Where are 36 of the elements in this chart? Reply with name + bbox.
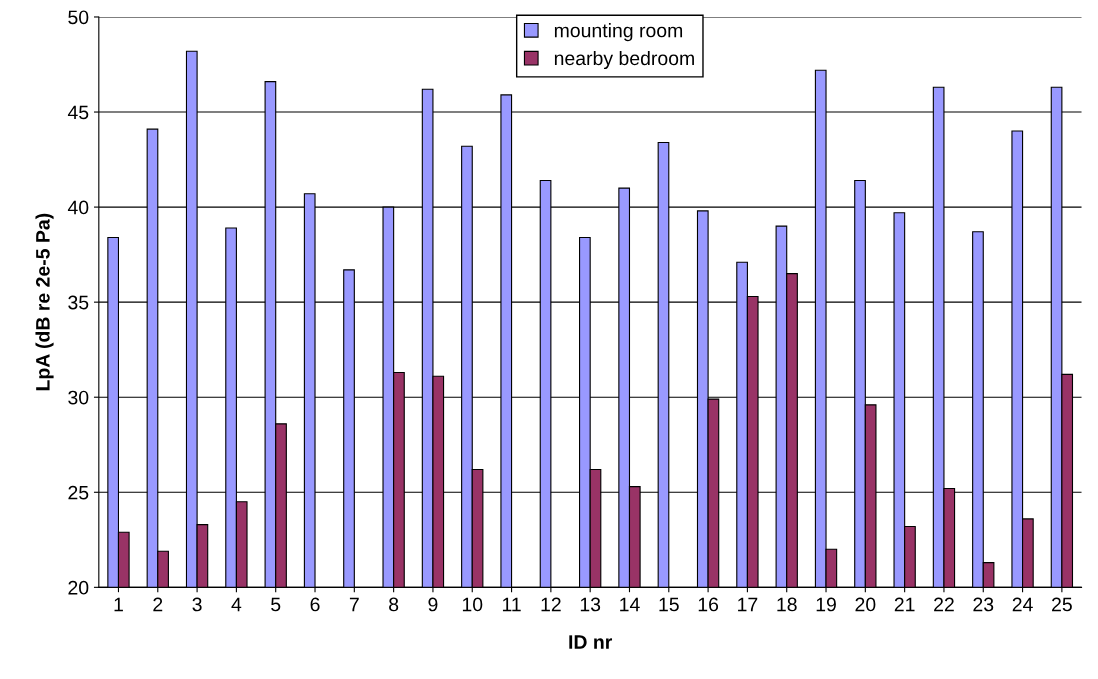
x-tick-label: 13	[580, 597, 601, 612]
x-tick-label: 9	[428, 597, 438, 612]
x-tick-label: 22	[934, 597, 954, 612]
x-axis-title: ID nr	[569, 635, 613, 649]
y-axis-title: LpA (dB re 2e-5 Pa)	[35, 213, 54, 391]
legend-label: nearby bedroom	[554, 50, 694, 70]
x-tick-label: 19	[816, 597, 836, 612]
y-tick-label: 30	[68, 390, 89, 405]
y-tick-label: 45	[67, 105, 89, 120]
x-tick-label: 17	[738, 597, 758, 612]
x-tick-label: 25	[1052, 597, 1072, 612]
x-tick-label: 21	[894, 597, 915, 612]
y-tick-label: 20	[68, 580, 89, 595]
x-tick-label: 10	[462, 597, 483, 612]
legend-label: mounting room	[554, 23, 683, 42]
x-tick-label: 1	[114, 597, 123, 612]
y-tick-label: 40	[67, 200, 89, 215]
x-tick-label: 3	[192, 597, 202, 612]
x-tick-label: 14	[620, 597, 640, 612]
x-tick-label: 7	[349, 597, 359, 612]
x-tick-label: 24	[1012, 597, 1033, 612]
x-tick-label: 18	[777, 597, 797, 612]
x-tick-label: 15	[659, 597, 679, 612]
x-tick-label: 6	[310, 597, 320, 612]
x-tick-label: 2	[153, 597, 163, 612]
y-tick-label: 35	[68, 295, 89, 310]
x-tick-label: 5	[271, 597, 281, 612]
x-tick-label: 12	[541, 597, 561, 612]
x-tick-label: 20	[855, 597, 876, 612]
x-tick-label: 16	[698, 597, 719, 612]
y-tick-label: 50	[68, 10, 89, 25]
x-tick-label: 4	[231, 597, 242, 612]
y-tick-label: 25	[68, 485, 89, 500]
x-tick-label: 11	[502, 597, 521, 612]
x-tick-label: 23	[973, 597, 994, 612]
x-tick-label: 8	[389, 597, 399, 612]
